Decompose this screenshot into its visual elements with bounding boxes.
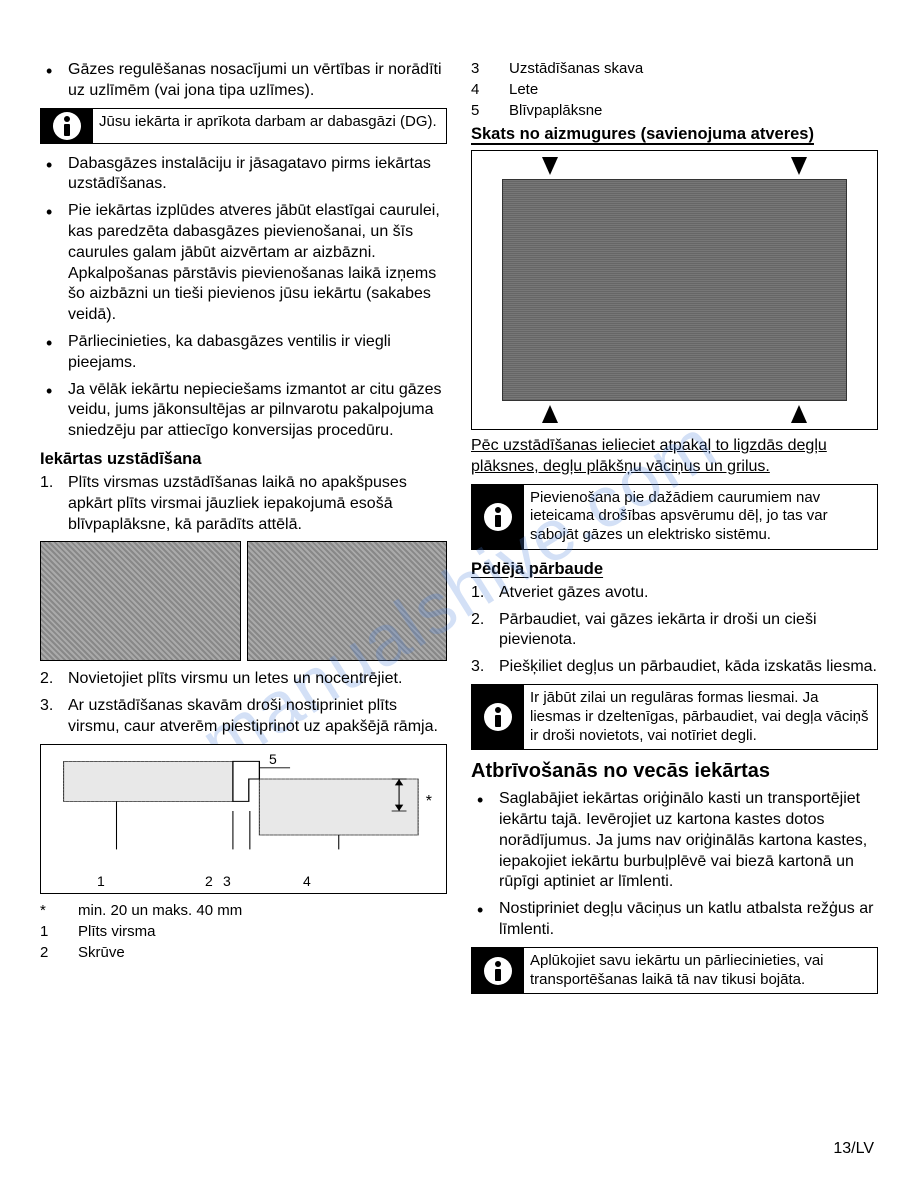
diagram-label-5: 5: [269, 751, 277, 767]
info-text: Aplūkojiet savu iekārtu un pārliecinieti…: [524, 948, 877, 994]
info-text: Ir jābūt zilai un regulāras formas liesm…: [524, 685, 877, 749]
diagram-legend-right: 3 Uzstādīšanas skava 4 Lete 5 Blīvpaplāk…: [471, 60, 878, 119]
arrow-down-icon: [542, 157, 558, 175]
install-steps-cont: Novietojiet plīts virsmu un letes un noc…: [40, 669, 447, 737]
bullet-item: Pie iekārtas izplūdes atveres jābūt elas…: [40, 201, 447, 326]
bullet-list-main: Dabasgāzes instalāciju ir jāsagatavo pir…: [40, 154, 447, 442]
info-text: Pievienošana pie dažādiem caurumiem nav …: [524, 485, 877, 549]
rear-view-diagram: [471, 150, 878, 430]
step-item: Ar uzstādīšanas skavām droši nostiprinie…: [40, 696, 447, 738]
diagram-label-1: 1: [97, 873, 105, 889]
legend-value: Plīts virsma: [78, 923, 156, 940]
bullet-item: Saglabājiet iekārtas oriģinālo kasti un …: [471, 789, 878, 893]
install-steps: Plīts virsmas uzstādīšanas laikā no apak…: [40, 473, 447, 535]
bracket-diagram: 1 2 3 4 5 *: [40, 744, 447, 894]
legend-row: 3 Uzstādīšanas skava: [471, 60, 878, 77]
legend-key: 4: [471, 81, 491, 98]
legend-key: 3: [471, 60, 491, 77]
bullet-item: Nostipriniet degļu vāciņus un katlu atba…: [471, 899, 878, 941]
legend-row: * min. 20 un maks. 40 mm: [40, 902, 447, 919]
info-icon: [472, 948, 524, 994]
final-check-steps: Atveriet gāzes avotu. Pārbaudiet, vai gā…: [471, 583, 878, 678]
diagram-label-4: 4: [303, 873, 311, 889]
legend-value: Lete: [509, 81, 538, 98]
info-box-2: Pievienošana pie dažādiem caurumiem nav …: [471, 484, 878, 550]
heading-install: Iekārtas uzstādīšana: [40, 450, 447, 469]
install-image-2: [247, 541, 448, 661]
info-icon: [41, 109, 93, 143]
step-item: Atveriet gāzes avotu.: [471, 583, 878, 604]
bullet-item: Ja vēlāk iekārtu nepieciešams izmantot a…: [40, 380, 447, 442]
info-box-4: Aplūkojiet savu iekārtu un pārliecinieti…: [471, 947, 878, 995]
heading-disposal: Atbrīvošanās no vecās iekārtas: [471, 760, 878, 783]
heading-final-check: Pēdējā pārbaude: [471, 560, 878, 579]
page-columns: Gāzes regulēšanas nosacījumi un vērtības…: [40, 60, 878, 1004]
info-box-3: Ir jābūt zilai un regulāras formas liesm…: [471, 684, 878, 750]
legend-value: min. 20 un maks. 40 mm: [78, 902, 242, 919]
install-image-1: [40, 541, 241, 661]
arrow-up-icon: [542, 405, 558, 423]
step-item: Novietojiet plīts virsmu un letes un noc…: [40, 669, 447, 690]
page-number: 13/LV: [833, 1140, 874, 1158]
arrow-up-icon: [791, 405, 807, 423]
info-icon: [472, 485, 524, 549]
disposal-bullets: Saglabājiet iekārtas oriģinālo kasti un …: [471, 789, 878, 941]
legend-value: Skrūve: [78, 944, 125, 961]
install-image-row: [40, 541, 447, 661]
diagram-label-star: *: [426, 793, 432, 811]
diagram-label-3: 3: [223, 873, 231, 889]
bullet-list-top: Gāzes regulēšanas nosacījumi un vērtības…: [40, 60, 447, 102]
legend-row: 1 Plīts virsma: [40, 923, 447, 940]
after-install-text: Pēc uzstādīšanas ielieciet atpakaļ to li…: [471, 436, 878, 478]
legend-row: 2 Skrūve: [40, 944, 447, 961]
left-column: Gāzes regulēšanas nosacījumi un vērtības…: [40, 60, 447, 1004]
legend-key: 1: [40, 923, 60, 940]
diagram-legend-left: * min. 20 un maks. 40 mm 1 Plīts virsma …: [40, 902, 447, 961]
legend-key: 5: [471, 102, 491, 119]
rear-plate: [502, 179, 847, 401]
info-box-1: Jūsu iekārta ir aprīkota darbam ar dabas…: [40, 108, 447, 144]
info-text: Jūsu iekārta ir aprīkota darbam ar dabas…: [93, 109, 446, 143]
arrow-down-icon: [791, 157, 807, 175]
info-icon: [472, 685, 524, 749]
legend-value: Blīvpaplāksne: [509, 102, 602, 119]
legend-key: *: [40, 902, 60, 919]
legend-row: 5 Blīvpaplāksne: [471, 102, 878, 119]
step-item: Plīts virsmas uzstādīšanas laikā no apak…: [40, 473, 447, 535]
bullet-item: Dabasgāzes instalāciju ir jāsagatavo pir…: [40, 154, 447, 196]
diagram-label-2: 2: [205, 873, 213, 889]
bullet-item: Pārliecinieties, ka dabasgāzes ventilis …: [40, 332, 447, 374]
bullet-item: Gāzes regulēšanas nosacījumi un vērtības…: [40, 60, 447, 102]
step-item: Pārbaudiet, vai gāzes iekārta ir droši u…: [471, 610, 878, 652]
step-item: Piešķiliet degļus un pārbaudiet, kāda iz…: [471, 657, 878, 678]
legend-key: 2: [40, 944, 60, 961]
right-column: 3 Uzstādīšanas skava 4 Lete 5 Blīvpaplāk…: [471, 60, 878, 1004]
legend-value: Uzstādīšanas skava: [509, 60, 643, 77]
heading-rear-view: Skats no aizmugures (savienojuma atveres…: [471, 125, 878, 144]
legend-row: 4 Lete: [471, 81, 878, 98]
